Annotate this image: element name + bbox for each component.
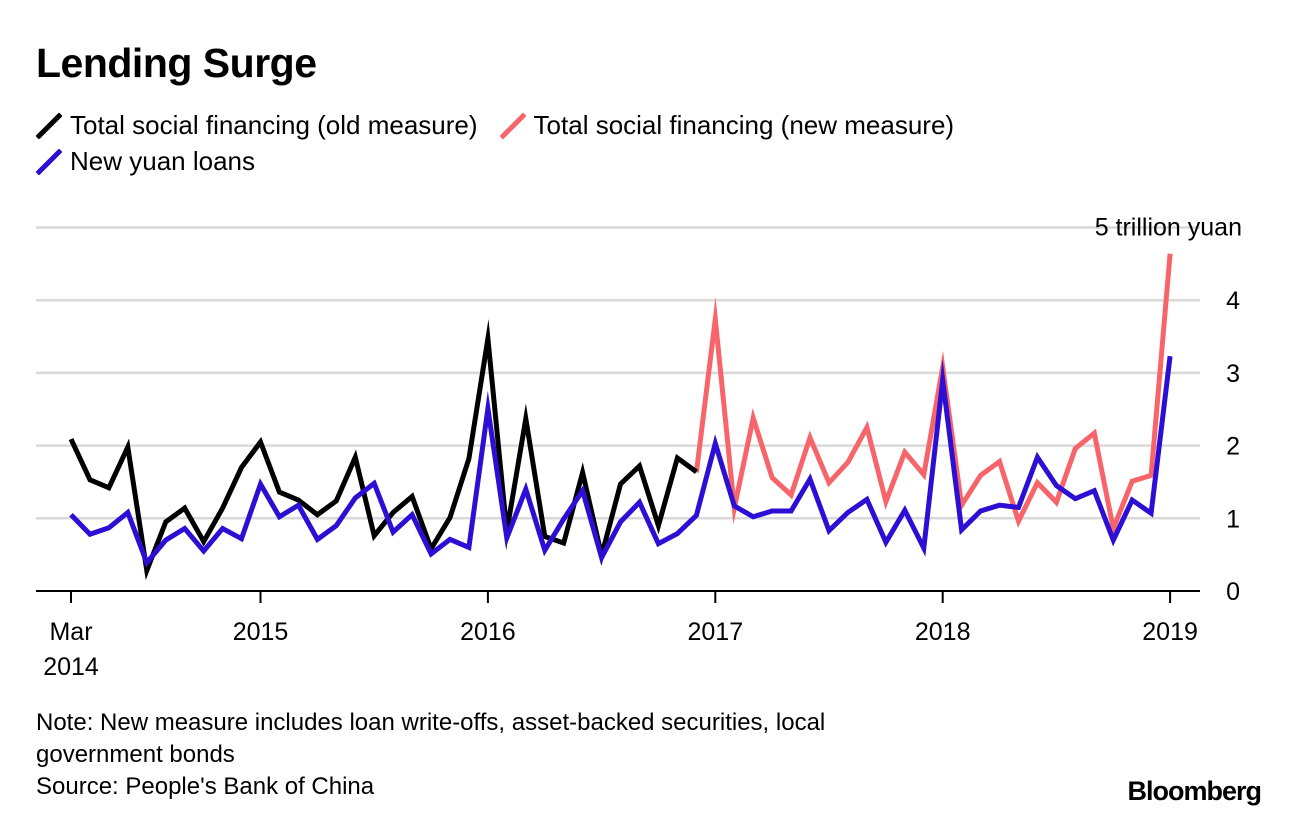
x-tick-label-1-0: 2015 — [233, 618, 289, 646]
x-tick-label-4-0: 2018 — [915, 618, 971, 646]
legend-label-loans: New yuan loans — [70, 146, 255, 176]
x-tick-label-2-0: 2016 — [460, 618, 516, 646]
y-unit-label: 5 trillion yuan — [1095, 214, 1242, 242]
legend-swatch-old — [36, 112, 62, 139]
series-line-loans — [69, 355, 1173, 568]
source-text: Source: People's Bank of China — [36, 773, 375, 800]
x-tick-label-0-0: Mar — [49, 618, 92, 646]
x-tick-label-5-0: 2019 — [1142, 618, 1198, 646]
x-tick-label-0-1: 2014 — [43, 653, 99, 681]
y-tick-label-2: 2 — [1226, 433, 1240, 461]
x-tick-label-3-0: 2017 — [687, 618, 743, 646]
y-tick-label-4: 4 — [1226, 287, 1240, 315]
legend-label-new: Total social financing (new measure) — [533, 110, 955, 140]
series-line-new — [693, 253, 1173, 538]
legend-item-loans: New yuan loans — [36, 146, 255, 177]
bloomberg-logo: Bloomberg — [1127, 776, 1262, 806]
y-tick-label-0: 0 — [1226, 578, 1240, 606]
legend-swatch-new — [499, 112, 526, 139]
note-line-2: government bonds — [36, 741, 235, 768]
legend-label-old: Total social financing (old measure) — [70, 110, 478, 140]
y-tick-label-1: 1 — [1226, 505, 1240, 533]
y-tick-label-3: 3 — [1226, 360, 1240, 388]
legend-row-2: New yuan loans — [36, 146, 277, 177]
legend-item-new: Total social financing (new measure) — [499, 110, 955, 141]
note-line-1: Note: New measure includes loan write-of… — [36, 709, 826, 736]
footer: Note: New measure includes loan write-of… — [36, 707, 825, 803]
legend-item-old: Total social financing (old measure) — [36, 110, 478, 141]
legend-row-1: Total social financing (old measure) Tot… — [36, 110, 976, 141]
chart-title: Lending Surge — [36, 40, 317, 86]
legend-swatch-loans — [36, 148, 62, 175]
series-line-old — [68, 319, 698, 581]
